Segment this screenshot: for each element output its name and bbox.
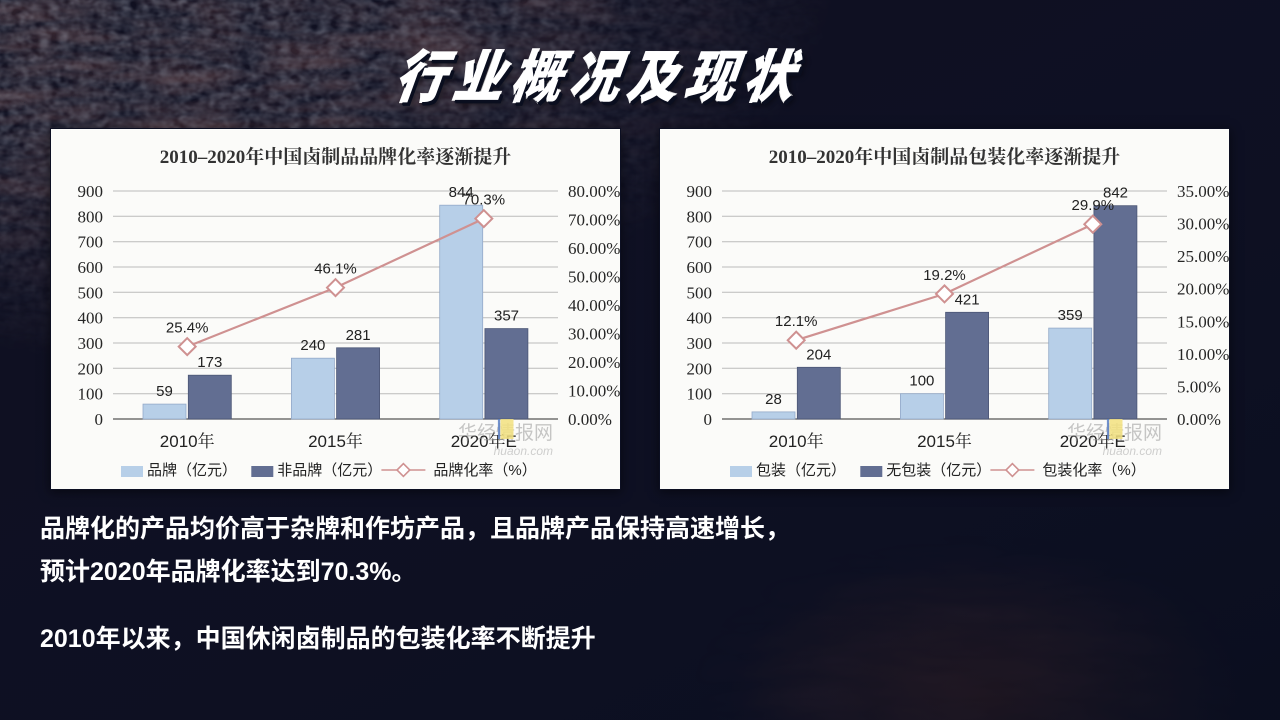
svg-text:0.00%: 0.00% <box>1177 410 1221 429</box>
svg-text:400: 400 <box>78 309 104 328</box>
svg-text:900: 900 <box>78 182 104 201</box>
svg-text:30.00%: 30.00% <box>1177 215 1229 234</box>
svg-text:2010年: 2010年 <box>160 431 215 451</box>
svg-text:300: 300 <box>78 334 104 353</box>
svg-text:28: 28 <box>765 391 782 408</box>
svg-text:包装（亿元）: 包装（亿元） <box>756 462 846 479</box>
svg-text:品牌（亿元）: 品牌（亿元） <box>147 462 237 479</box>
svg-text:25.00%: 25.00% <box>1177 247 1229 266</box>
svg-text:40.00%: 40.00% <box>568 296 620 315</box>
svg-text:800: 800 <box>687 207 713 226</box>
svg-text:60.00%: 60.00% <box>568 239 620 258</box>
svg-text:70.00%: 70.00% <box>568 211 620 230</box>
svg-text:2010–2020年中国卤制品包装化率逐渐提升: 2010–2020年中国卤制品包装化率逐渐提升 <box>769 145 1121 168</box>
svg-text:70.3%: 70.3% <box>463 192 506 209</box>
svg-text:无包装（亿元）: 无包装（亿元） <box>886 462 991 479</box>
svg-text:204: 204 <box>806 346 831 363</box>
svg-text:50.00%: 50.00% <box>568 268 620 287</box>
svg-text:300: 300 <box>687 334 713 353</box>
svg-text:700: 700 <box>687 233 713 252</box>
svg-text:200: 200 <box>78 359 104 378</box>
svg-text:600: 600 <box>78 258 104 277</box>
svg-text:30.00%: 30.00% <box>568 325 620 344</box>
svg-text:100: 100 <box>687 385 713 404</box>
svg-text:20.00%: 20.00% <box>568 353 620 372</box>
svg-text:huaon.com: huaon.com <box>494 444 553 458</box>
svg-text:421: 421 <box>955 291 980 308</box>
svg-text:500: 500 <box>78 283 104 302</box>
svg-text:900: 900 <box>687 182 713 201</box>
svg-text:2015年: 2015年 <box>917 431 972 451</box>
svg-text:2010–2020年中国卤制品品牌化率逐渐提升: 2010–2020年中国卤制品品牌化率逐渐提升 <box>160 145 512 168</box>
svg-text:25.4%: 25.4% <box>166 320 209 337</box>
svg-text:173: 173 <box>197 354 222 371</box>
svg-text:0.00%: 0.00% <box>568 410 612 429</box>
svg-text:240: 240 <box>300 337 325 354</box>
svg-text:12.1%: 12.1% <box>775 313 818 330</box>
svg-text:2010年: 2010年 <box>769 431 824 451</box>
svg-text:20.00%: 20.00% <box>1177 280 1229 299</box>
svg-text:包装化率（%）: 包装化率（%） <box>1042 462 1145 479</box>
svg-text:357: 357 <box>494 308 519 325</box>
svg-text:100: 100 <box>909 373 934 390</box>
svg-text:600: 600 <box>687 258 713 277</box>
svg-text:5.00%: 5.00% <box>1177 377 1221 396</box>
svg-text:10.00%: 10.00% <box>568 382 620 401</box>
svg-text:0: 0 <box>95 410 104 429</box>
svg-text:19.2%: 19.2% <box>923 267 966 284</box>
svg-text:400: 400 <box>687 309 713 328</box>
svg-text:59: 59 <box>156 383 173 400</box>
svg-text:huaon.com: huaon.com <box>1103 444 1162 458</box>
svg-text:35.00%: 35.00% <box>1177 182 1229 201</box>
svg-text:29.9%: 29.9% <box>1072 197 1115 214</box>
svg-text:品牌化率（%）: 品牌化率（%） <box>433 462 536 479</box>
svg-text:359: 359 <box>1058 307 1083 324</box>
svg-text:500: 500 <box>687 283 713 302</box>
svg-text:10.00%: 10.00% <box>1177 345 1229 364</box>
svg-text:0: 0 <box>704 410 713 429</box>
svg-text:15.00%: 15.00% <box>1177 312 1229 331</box>
svg-text:2015年: 2015年 <box>308 431 363 451</box>
svg-text:200: 200 <box>687 359 713 378</box>
svg-text:46.1%: 46.1% <box>314 261 357 278</box>
svg-text:800: 800 <box>78 207 104 226</box>
svg-text:非品牌（亿元）: 非品牌（亿元） <box>277 462 382 479</box>
svg-text:700: 700 <box>78 233 104 252</box>
svg-text:281: 281 <box>346 327 371 344</box>
svg-text:80.00%: 80.00% <box>568 182 620 201</box>
svg-text:100: 100 <box>78 385 104 404</box>
